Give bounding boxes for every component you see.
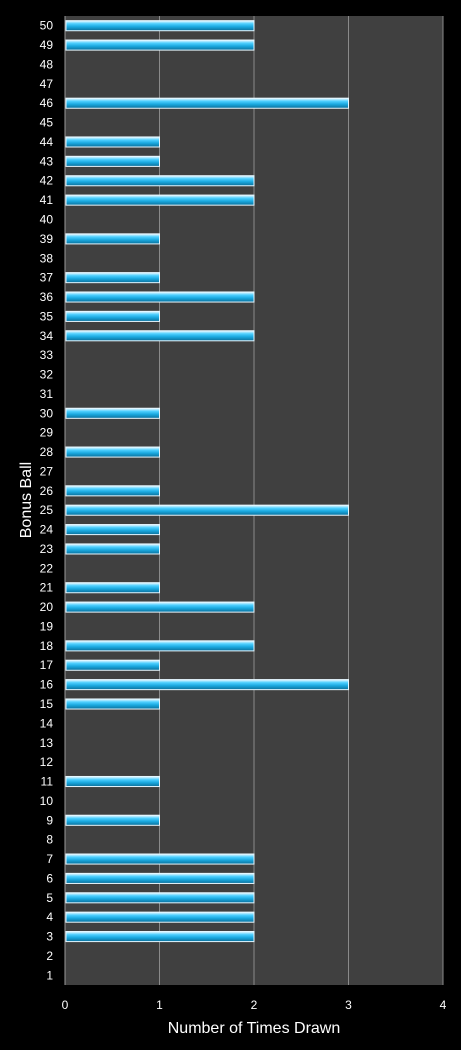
y-tick-label: 49 xyxy=(40,38,54,52)
y-tick-label: 19 xyxy=(40,619,54,633)
y-tick-label: 8 xyxy=(46,833,53,847)
y-tick-label: 40 xyxy=(40,212,54,226)
y-tick-label: 20 xyxy=(40,600,54,614)
y-tick-label: 29 xyxy=(40,426,54,440)
y-tick-label: 37 xyxy=(40,271,54,285)
x-tick-label: 3 xyxy=(345,998,352,1012)
y-tick-label: 23 xyxy=(40,542,54,556)
bar xyxy=(65,872,255,884)
bar xyxy=(65,892,255,904)
bar xyxy=(65,543,160,555)
y-tick-label: 39 xyxy=(40,232,54,246)
y-tick-label: 36 xyxy=(40,290,54,304)
bar xyxy=(65,155,160,167)
y-tick-label: 10 xyxy=(40,794,54,808)
y-tick-label: 43 xyxy=(40,154,54,168)
bar xyxy=(65,175,255,187)
y-tick-label: 47 xyxy=(40,77,54,91)
x-tick-label: 1 xyxy=(156,998,163,1012)
y-tick-label: 15 xyxy=(40,697,54,711)
x-tick-label: 0 xyxy=(62,998,69,1012)
bar xyxy=(65,659,160,671)
y-tick-label: 25 xyxy=(40,503,54,517)
y-tick-label: 22 xyxy=(40,561,54,575)
y-tick-label: 32 xyxy=(40,368,54,382)
y-tick-label: 18 xyxy=(40,639,54,653)
bar xyxy=(65,931,255,943)
bar xyxy=(65,853,255,865)
bar xyxy=(65,814,160,826)
y-tick-label: 48 xyxy=(40,57,54,71)
y-tick-label: 26 xyxy=(40,484,54,498)
bar xyxy=(65,330,255,342)
y-tick-label: 27 xyxy=(40,464,54,478)
y-tick-label: 35 xyxy=(40,309,54,323)
y-tick-label: 13 xyxy=(40,736,54,750)
y-tick-label: 31 xyxy=(40,387,54,401)
y-tick-label: 21 xyxy=(40,581,54,595)
bar xyxy=(65,911,255,923)
y-tick-label: 9 xyxy=(46,813,53,827)
y-axis-title: Bonus Ball xyxy=(18,462,35,539)
bar xyxy=(65,97,349,109)
y-tick-labels: 1234567891011121314151617181920212223242… xyxy=(40,19,54,983)
bars xyxy=(65,20,349,943)
y-tick-label: 45 xyxy=(40,116,54,130)
bar xyxy=(65,775,160,788)
y-tick-label: 14 xyxy=(40,716,54,730)
bar xyxy=(65,291,255,303)
y-tick-label: 16 xyxy=(40,678,54,692)
y-tick-label: 30 xyxy=(40,406,54,420)
bar xyxy=(65,407,160,419)
bar xyxy=(65,272,160,284)
y-tick-label: 42 xyxy=(40,174,54,188)
y-tick-label: 12 xyxy=(40,755,54,769)
bar xyxy=(65,20,255,32)
bar xyxy=(65,194,255,206)
y-tick-label: 2 xyxy=(46,949,53,963)
y-tick-label: 3 xyxy=(46,930,53,944)
y-tick-label: 46 xyxy=(40,96,54,110)
bar xyxy=(65,524,160,536)
y-tick-label: 5 xyxy=(46,891,53,905)
y-tick-label: 34 xyxy=(40,329,54,343)
bar xyxy=(65,698,160,710)
bar xyxy=(65,601,255,613)
bar xyxy=(65,679,349,691)
bar xyxy=(65,504,349,516)
y-tick-label: 4 xyxy=(46,910,53,924)
bar xyxy=(65,136,160,148)
y-tick-label: 6 xyxy=(46,871,53,885)
y-tick-label: 38 xyxy=(40,251,54,265)
y-tick-label: 41 xyxy=(40,193,54,207)
y-tick-label: 50 xyxy=(40,19,54,33)
y-tick-label: 24 xyxy=(40,523,54,537)
y-tick-label: 44 xyxy=(40,135,54,149)
y-tick-label: 1 xyxy=(46,968,53,982)
x-axis-title: Number of Times Drawn xyxy=(168,1020,341,1037)
x-tick-labels: 0 1 2 3 4 xyxy=(62,998,447,1012)
y-tick-label: 7 xyxy=(46,852,53,866)
y-tick-label: 33 xyxy=(40,348,54,362)
bar xyxy=(65,485,160,497)
bar xyxy=(65,640,255,652)
y-tick-label: 11 xyxy=(41,775,54,789)
y-tick-label: 17 xyxy=(40,658,54,672)
bar xyxy=(65,39,255,51)
y-tick-label: 28 xyxy=(40,445,54,459)
bar xyxy=(65,233,160,245)
bar xyxy=(65,310,160,322)
bar xyxy=(65,446,160,458)
bar xyxy=(65,582,160,594)
x-tick-label: 4 xyxy=(440,998,447,1012)
x-tick-label: 2 xyxy=(251,998,258,1012)
